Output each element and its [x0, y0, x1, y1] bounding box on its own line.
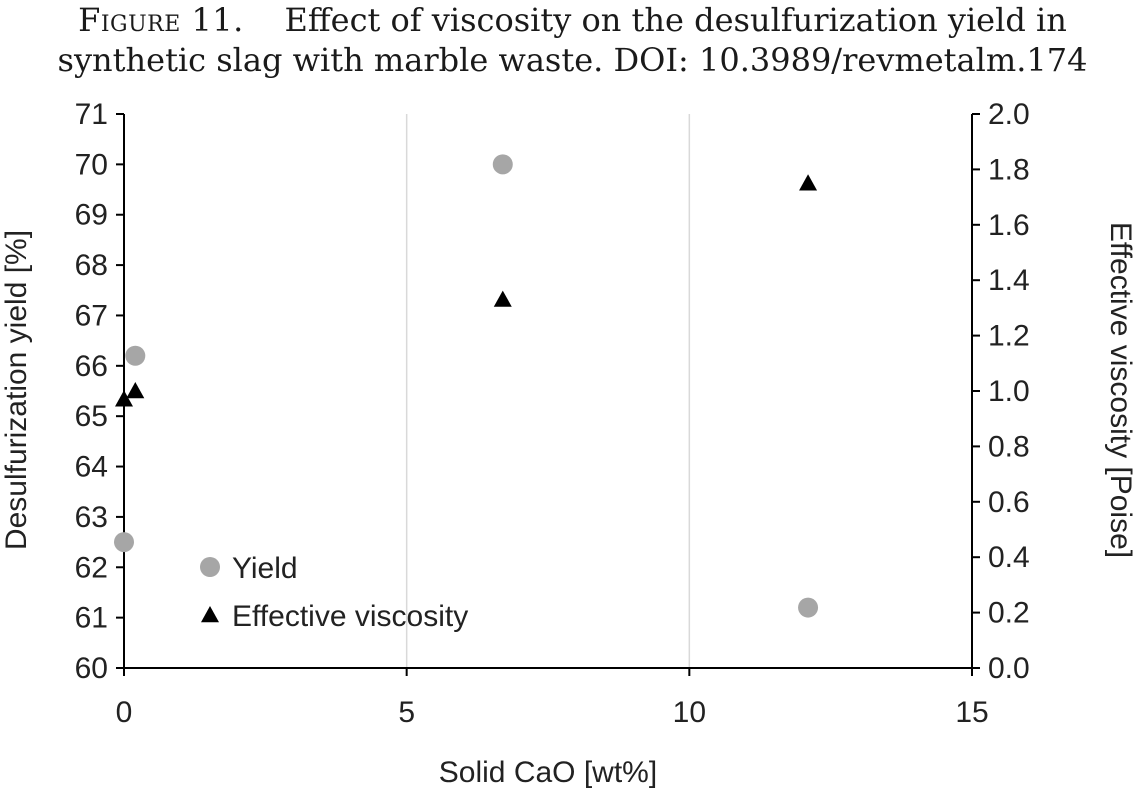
y2-tick-label: 1.6 [988, 209, 1030, 242]
yield-point [114, 532, 134, 553]
y-tick-label: 68 [75, 249, 108, 282]
y2-tick-label: 0.0 [988, 652, 1030, 685]
y-tick-label: 61 [75, 602, 108, 635]
y-tick-label: 70 [75, 148, 108, 181]
caption-title: Effect of viscosity on the desulfurizati… [284, 1, 1067, 39]
y-tick-label: 63 [75, 501, 108, 534]
x-tick-label: 10 [673, 696, 706, 729]
ticks-layer: 60 61 62 63 64 65 66 67 68 69 70 71 0.0 0.2 0.4 0.6 0.8 1… [75, 98, 1030, 729]
caption-line-1: Figure 11. Effect of viscosity on the de… [0, 0, 1145, 40]
y-tick-label: 62 [75, 551, 108, 584]
y-tick-label: 67 [75, 299, 108, 332]
y-tick-label: 64 [75, 451, 108, 484]
x-tick-label: 15 [955, 696, 988, 729]
y-tick-label: 71 [75, 98, 108, 131]
x-axis-label: Solid CaO [wt%] [439, 756, 657, 789]
legend-label: Yield [232, 552, 298, 585]
marks-layer [114, 154, 819, 618]
legend: Yield Effective viscosity [200, 552, 468, 633]
figure-label: Figure 11. [78, 1, 244, 39]
viscosity-point [493, 290, 512, 307]
yield-point [125, 345, 146, 366]
yield-point [798, 597, 819, 618]
y2-tick-label: 1.2 [988, 320, 1030, 353]
y2-tick-label: 1.8 [988, 153, 1030, 186]
y-tick-label: 69 [75, 199, 108, 232]
y2-tick-label: 0.2 [988, 597, 1030, 630]
y2-tick-label: 1.0 [988, 375, 1030, 408]
viscosity-point [115, 390, 133, 407]
x-tick-label: 5 [398, 696, 415, 729]
y-axis-label: Desulfurization yield [%] [0, 230, 33, 550]
y2-tick-label: 2.0 [988, 98, 1030, 131]
viscosity-point [799, 174, 818, 191]
y2-tick-label: 0.6 [988, 486, 1030, 519]
legend-label: Effective viscosity [232, 600, 468, 633]
y2-tick-label: 0.4 [988, 541, 1030, 574]
y-tick-label: 65 [75, 400, 108, 433]
yield-point [492, 154, 513, 175]
figure-caption: Figure 11. Effect of viscosity on the de… [0, 0, 1145, 80]
legend-marker-viscosity [201, 606, 219, 623]
x-tick-label: 0 [116, 696, 133, 729]
y2-tick-label: 0.8 [988, 430, 1030, 463]
y2-tick-label: 1.4 [988, 264, 1030, 297]
y2-axis-label: Effective viscosity [Poise] [1104, 222, 1137, 558]
viscosity-point [126, 382, 145, 399]
legend-marker-yield [200, 557, 220, 577]
y-tick-label: 66 [75, 350, 108, 383]
grid-layer [405, 114, 691, 668]
y-tick-label: 60 [75, 652, 108, 685]
caption-line-2: synthetic slag with marble waste. DOI: 1… [57, 41, 1088, 79]
